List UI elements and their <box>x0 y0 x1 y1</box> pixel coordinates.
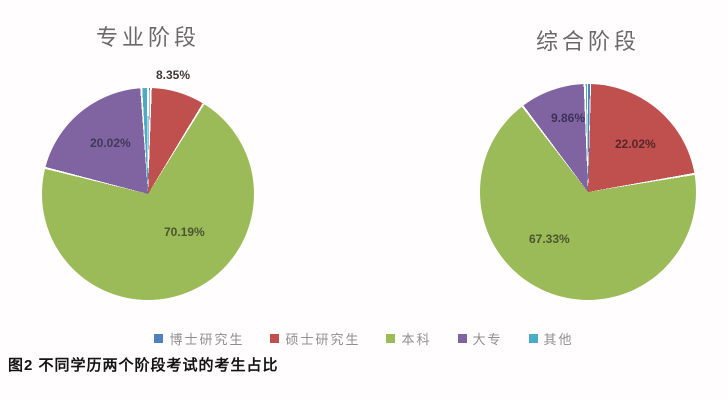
pie-comprehensive <box>480 84 696 300</box>
legend-swatch-bachelor-icon <box>386 334 396 343</box>
slice-label-professional-bachelor: 70.19% <box>164 225 205 239</box>
pie-chart-comprehensive-stage: 22.02% 9.86% 67.33% <box>480 84 696 300</box>
pie-title-professional-stage: 专业阶段 <box>95 25 200 50</box>
legend-label-bachelor: 本科 <box>401 332 432 347</box>
slice-label-professional-college: 20.02% <box>90 136 131 150</box>
pie-chart-professional-stage: 8.35% 20.02% 70.19% <box>42 68 254 300</box>
legend-label-master: 硕士研究生 <box>285 332 361 347</box>
pie-title-comprehensive-stage: 综合阶段 <box>535 29 640 54</box>
legend-swatch-master-icon <box>270 334 280 343</box>
legend-label-other: 其他 <box>543 332 574 347</box>
figure-caption: 图2 不同学历两个阶段考试的考生占比 <box>8 357 279 374</box>
slice-label-professional-master: 8.35% <box>156 68 191 82</box>
chart-legend: 博士研究生 硕士研究生 本科 大专 其他 <box>0 329 728 348</box>
legend-label-phd: 博士研究生 <box>169 332 245 347</box>
legend-swatch-phd-icon <box>154 334 164 343</box>
slice-label-comprehensive-bachelor: 67.33% <box>529 232 570 246</box>
slice-label-comprehensive-college: 9.86% <box>551 111 586 125</box>
legend-item-college: 大专 <box>457 329 503 348</box>
pie-professional <box>42 88 254 300</box>
slice-label-comprehensive-master: 22.02% <box>615 137 656 151</box>
legend-label-college: 大专 <box>472 332 503 347</box>
legend-swatch-other-icon <box>528 334 538 343</box>
legend-item-phd: 博士研究生 <box>154 329 244 348</box>
legend-item-bachelor: 本科 <box>386 329 431 348</box>
legend-item-master: 硕士研究生 <box>270 329 360 348</box>
legend-swatch-college-icon <box>457 334 467 343</box>
legend-item-other: 其他 <box>528 329 574 348</box>
